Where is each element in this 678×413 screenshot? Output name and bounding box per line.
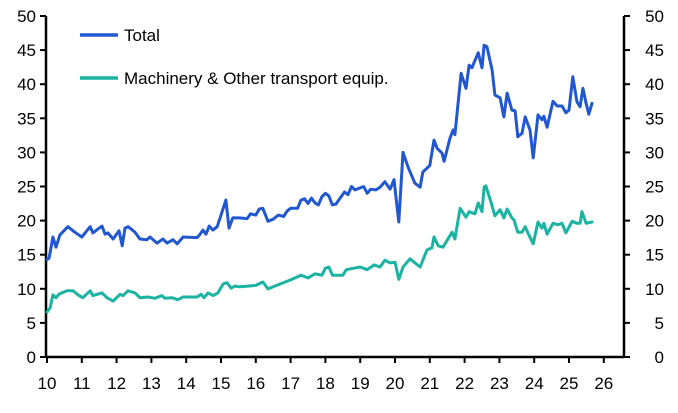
y-tick-label-right: 40: [645, 75, 664, 94]
y-tick-label-left: 10: [17, 280, 36, 299]
y-tick-label-left: 50: [17, 7, 36, 26]
x-tick-label: 23: [490, 374, 509, 393]
x-tick-label: 22: [455, 374, 474, 393]
y-tick-label-left: 15: [17, 246, 36, 265]
legend-label-machinery: Machinery & Other transport equip.: [124, 69, 389, 88]
y-tick-label-left: 25: [17, 178, 36, 197]
x-tick-label: 12: [107, 374, 126, 393]
x-tick-label: 26: [594, 374, 613, 393]
x-tick-label: 20: [386, 374, 405, 393]
y-tick-label-right: 0: [655, 348, 664, 367]
y-tick-label-right: 25: [645, 178, 664, 197]
x-tick-label: 11: [73, 374, 91, 393]
y-tick-label-left: 30: [17, 143, 36, 162]
x-tick-label: 13: [142, 374, 161, 393]
y-tick-label-left: 5: [27, 314, 36, 333]
series-line-machinery: [45, 184, 594, 314]
y-tick-label-left: 45: [17, 41, 36, 60]
x-tick-label: 16: [246, 374, 265, 393]
y-tick-label-right: 50: [645, 7, 664, 26]
y-tick-label-left: 20: [17, 212, 36, 231]
x-tick-label: 21: [420, 374, 439, 393]
x-tick-label: 25: [560, 374, 579, 393]
series-layer: [45, 43, 594, 314]
x-tick-label: 24: [525, 374, 544, 393]
y-tick-label-right: 30: [645, 143, 664, 162]
legend-label-total: Total: [124, 26, 160, 45]
legend: Total Machinery & Other transport equip.: [80, 26, 389, 88]
y-tick-label-left: 35: [17, 109, 36, 128]
x-tick-label: 18: [316, 374, 335, 393]
y-tick-label-left: 0: [27, 348, 36, 367]
y-tick-label-right: 45: [645, 41, 664, 60]
x-tick-label: 10: [38, 374, 57, 393]
y-tick-label-left: 40: [17, 75, 36, 94]
y-tick-label-right: 15: [645, 246, 664, 265]
y-tick-label-right: 10: [645, 280, 664, 299]
y-tick-label-right: 35: [645, 109, 664, 128]
y-tick-label-right: 20: [645, 212, 664, 231]
x-tick-label: 19: [351, 374, 370, 393]
axes: 0 5 10 15 20 25 30 35 40 45 50 0 5 10 15 20 25 30 35 40 45 50…: [17, 7, 664, 393]
y-tick-label-right: 5: [655, 314, 664, 333]
x-tick-label: 17: [281, 374, 300, 393]
x-tick-label: 15: [212, 374, 231, 393]
x-tick-label: 14: [177, 374, 196, 393]
series-line-total: [45, 43, 594, 261]
